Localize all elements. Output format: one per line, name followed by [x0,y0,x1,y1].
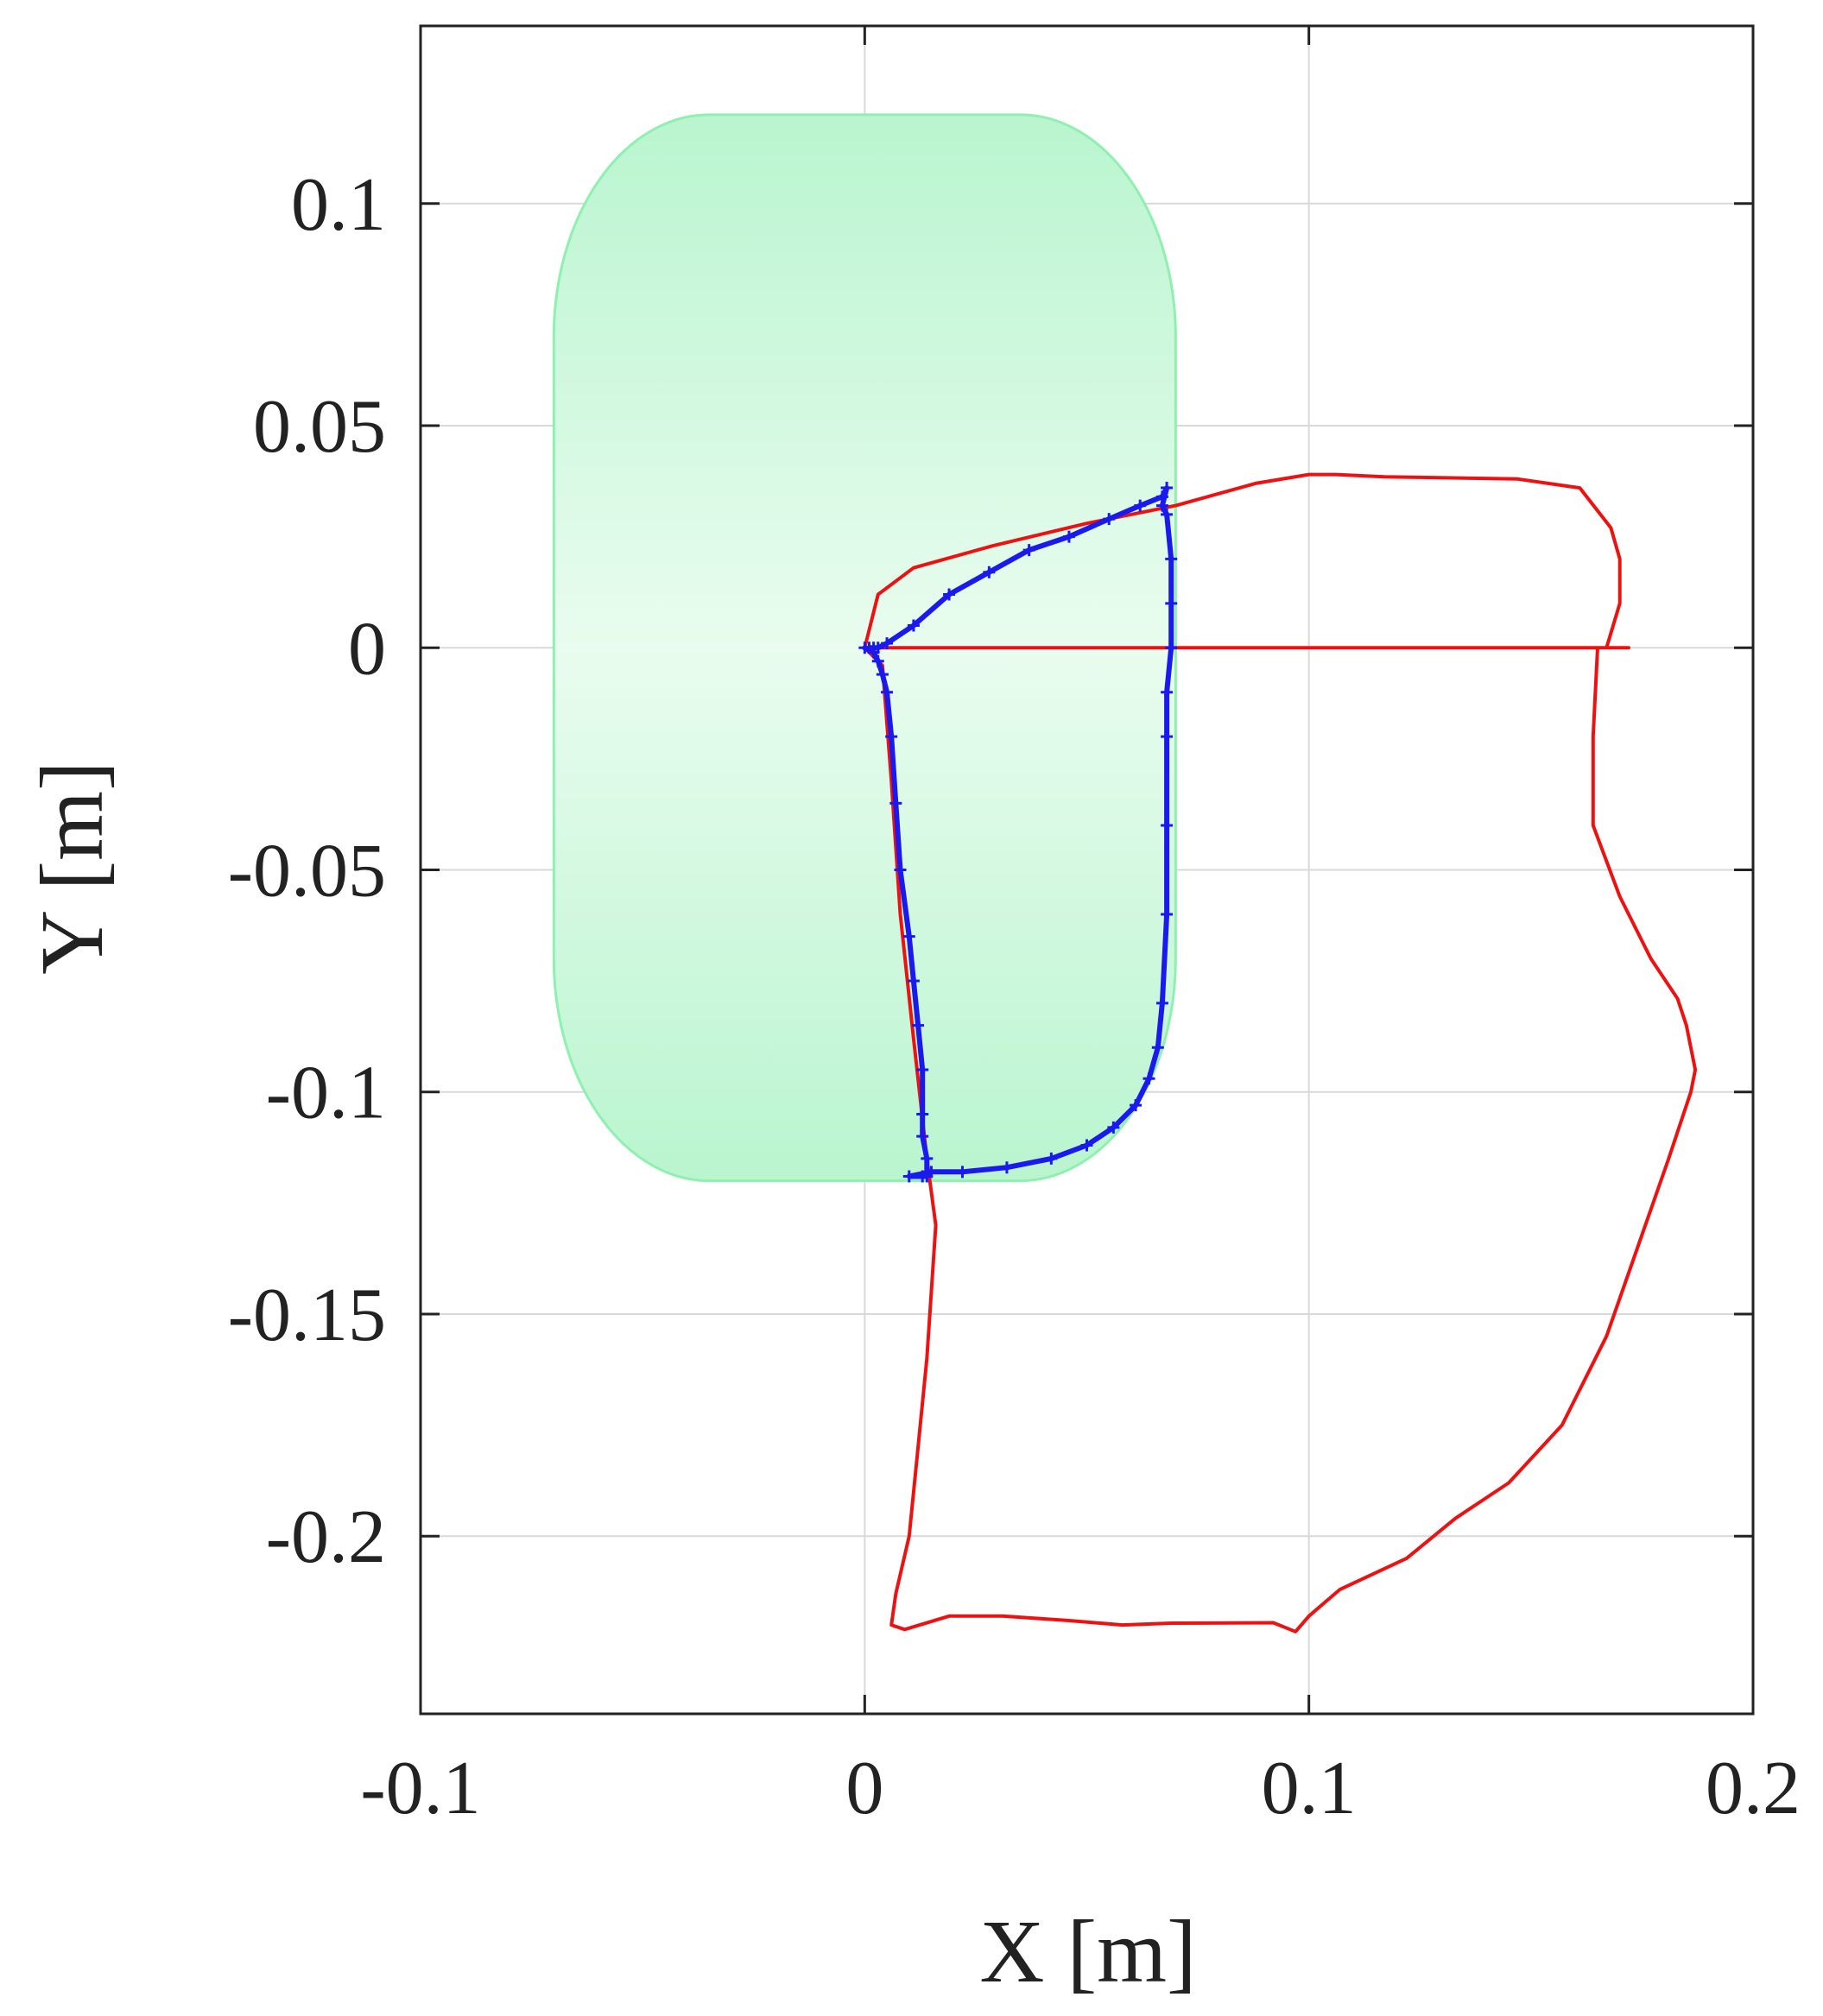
series-2-marker [1161,819,1174,832]
y-tick-label: 0.1 [291,163,386,247]
series-2-marker [907,975,920,988]
series-2-marker [1000,1161,1013,1174]
series-2-marker [902,1170,915,1183]
y-tick-label: 0 [348,607,386,691]
series-2-marker [1155,996,1168,1009]
series-2-marker [925,1166,938,1179]
series-2-marker [889,797,902,810]
y-axis-label: Y [m] [22,761,122,974]
series-2-marker [916,1130,929,1143]
series-2-marker [1151,1041,1164,1054]
series-2-marker [956,1166,969,1179]
x-tick-label: -0.1 [360,1747,480,1830]
series-2-marker [1022,544,1035,557]
series-2-marker [1161,907,1174,920]
series-2-marker [1107,1121,1120,1134]
series-layer [858,472,1698,1634]
series-2-marker [916,1064,929,1077]
series-2-marker [1130,1099,1143,1112]
series-2-line [862,485,1174,1179]
series-2-marker [863,641,876,654]
series-2-marker [1161,482,1174,495]
series-2-marker [1103,513,1116,526]
series-2-marker [912,1019,925,1032]
series-2-marker [1143,1072,1155,1085]
x-tick-label: 0 [845,1747,883,1830]
series-2-marker [876,668,889,681]
series-2-marker [916,1170,929,1183]
series-2-marker [921,1152,934,1165]
series-2-marker [943,588,956,601]
series-2-marker [1161,508,1174,521]
series-2-marker [902,930,915,943]
series-2-marker [881,637,894,650]
series-2-marker [916,1108,929,1121]
y-tick-label: -0.05 [228,830,386,913]
series-2-marker [1080,1139,1093,1152]
series-2-marker [983,566,996,578]
series-2-marker [885,730,898,743]
y-tick-label: -0.15 [228,1273,386,1357]
y-tick-label: -0.2 [266,1495,386,1579]
series-2-marker [907,619,920,632]
x-axis-label: X [m] [979,1902,1196,2001]
x-tick-label: 0.2 [1706,1747,1801,1830]
series-2-marker [894,863,907,876]
series-1 [863,472,1698,1634]
series-2 [858,482,1178,1183]
series-2-marker [1161,686,1174,698]
series-2-marker [1062,530,1075,543]
series-2-marker [1165,597,1178,610]
series-2-marker [871,654,884,667]
series-2-marker [881,686,894,698]
series-2-marker [1165,641,1178,654]
x-tick-label: 0.1 [1262,1747,1357,1830]
series-2-marker [1045,1152,1058,1165]
series-2-marker [1161,730,1174,743]
series-2-marker [1155,490,1168,503]
x-tick-labels: -0.1 0 0.1 0.2 [360,1747,1801,1830]
tick-marks [419,26,1755,1714]
y-tick-label: 0.05 [253,385,386,469]
series-2-marker [1134,499,1147,512]
y-tick-label: -0.1 [266,1052,386,1135]
series-2-marker [1165,553,1178,566]
series-1-line [863,472,1698,1634]
y-tick-labels: -0.2 -0.15 -0.1 -0.05 0 0.05 0.1 [228,163,386,1579]
